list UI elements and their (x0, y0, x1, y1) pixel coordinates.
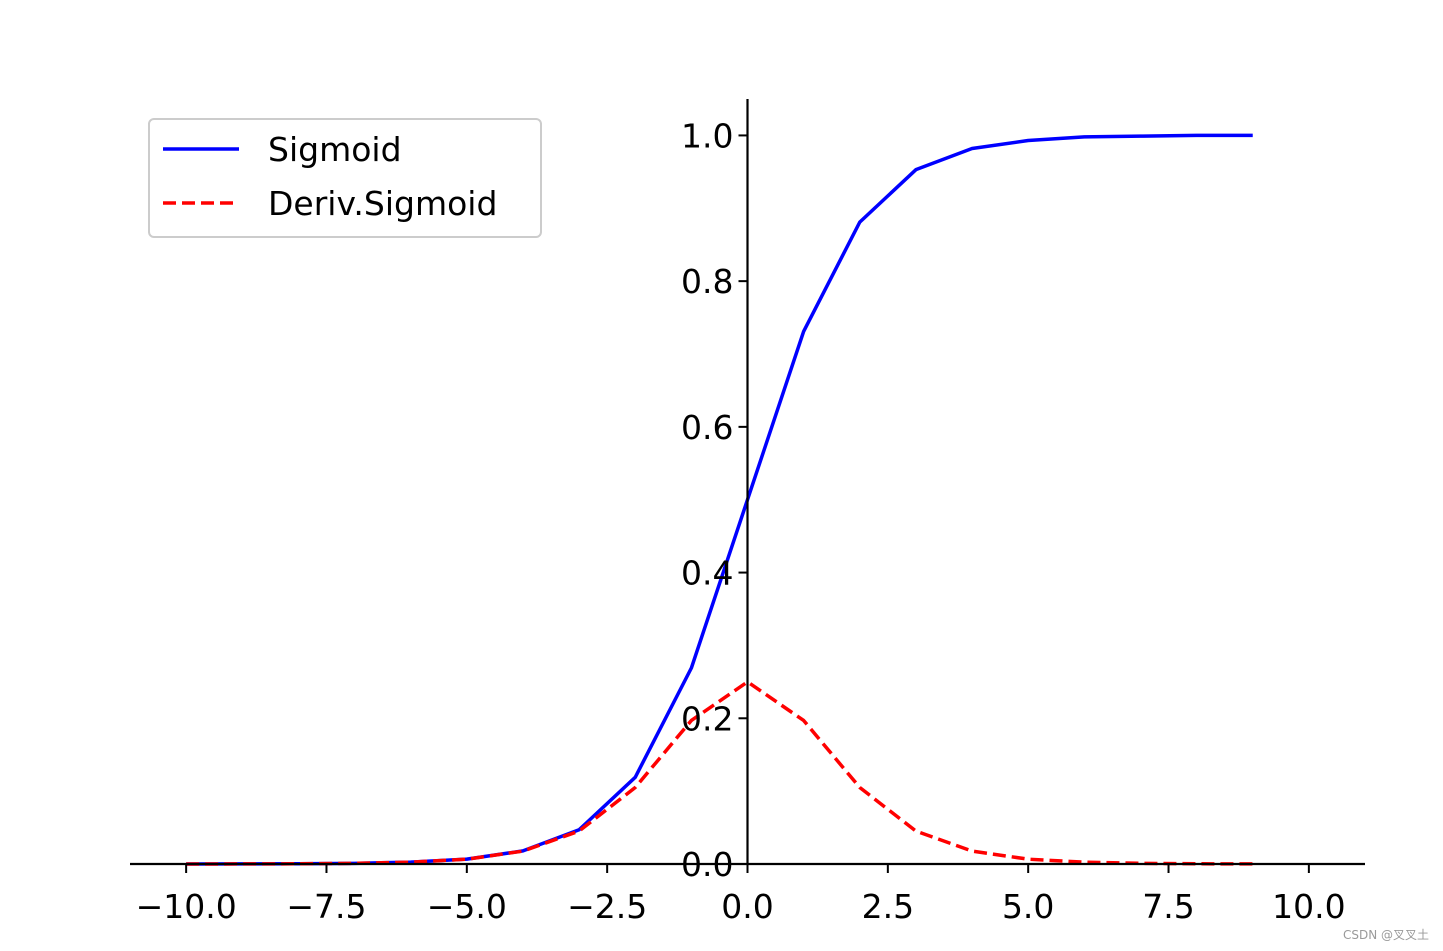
x-tick-label: −5.0 (427, 887, 507, 926)
legend-frame (148, 118, 542, 238)
axes: −10.0 −7.5 −5.0 −2.5 0.0 2.5 5.0 7.5 10.0 0.0 0.2 0… (130, 99, 1365, 926)
x-tick-label: 0.0 (721, 887, 773, 926)
x-tick-label: 7.5 (1142, 887, 1194, 926)
y-tick-label: 0.2 (681, 699, 733, 738)
x-tick-label: −7.5 (286, 887, 366, 926)
watermark: CSDN @叉叉土 (1342, 928, 1429, 942)
x-tick-label: 5.0 (1002, 887, 1054, 926)
x-tick-label: 2.5 (862, 887, 914, 926)
y-tick-label: 1.0 (681, 116, 733, 155)
legend-label: Deriv.Sigmoid (268, 184, 497, 223)
x-tick-label: −10.0 (136, 887, 237, 926)
y-tick-label: 0.4 (681, 554, 733, 593)
series-line-sigmoid (186, 133, 1253, 866)
y-tick-label: 0.6 (681, 408, 733, 447)
plot-lines (186, 133, 1253, 866)
y-tick-label: 0.8 (681, 262, 733, 301)
legend: Sigmoid Deriv.Sigmoid (148, 118, 542, 238)
y-tick-label: 0.0 (681, 845, 733, 884)
legend-label: Sigmoid (268, 130, 402, 169)
x-tick-label: 10.0 (1272, 887, 1345, 926)
x-tick-label: −2.5 (567, 887, 647, 926)
